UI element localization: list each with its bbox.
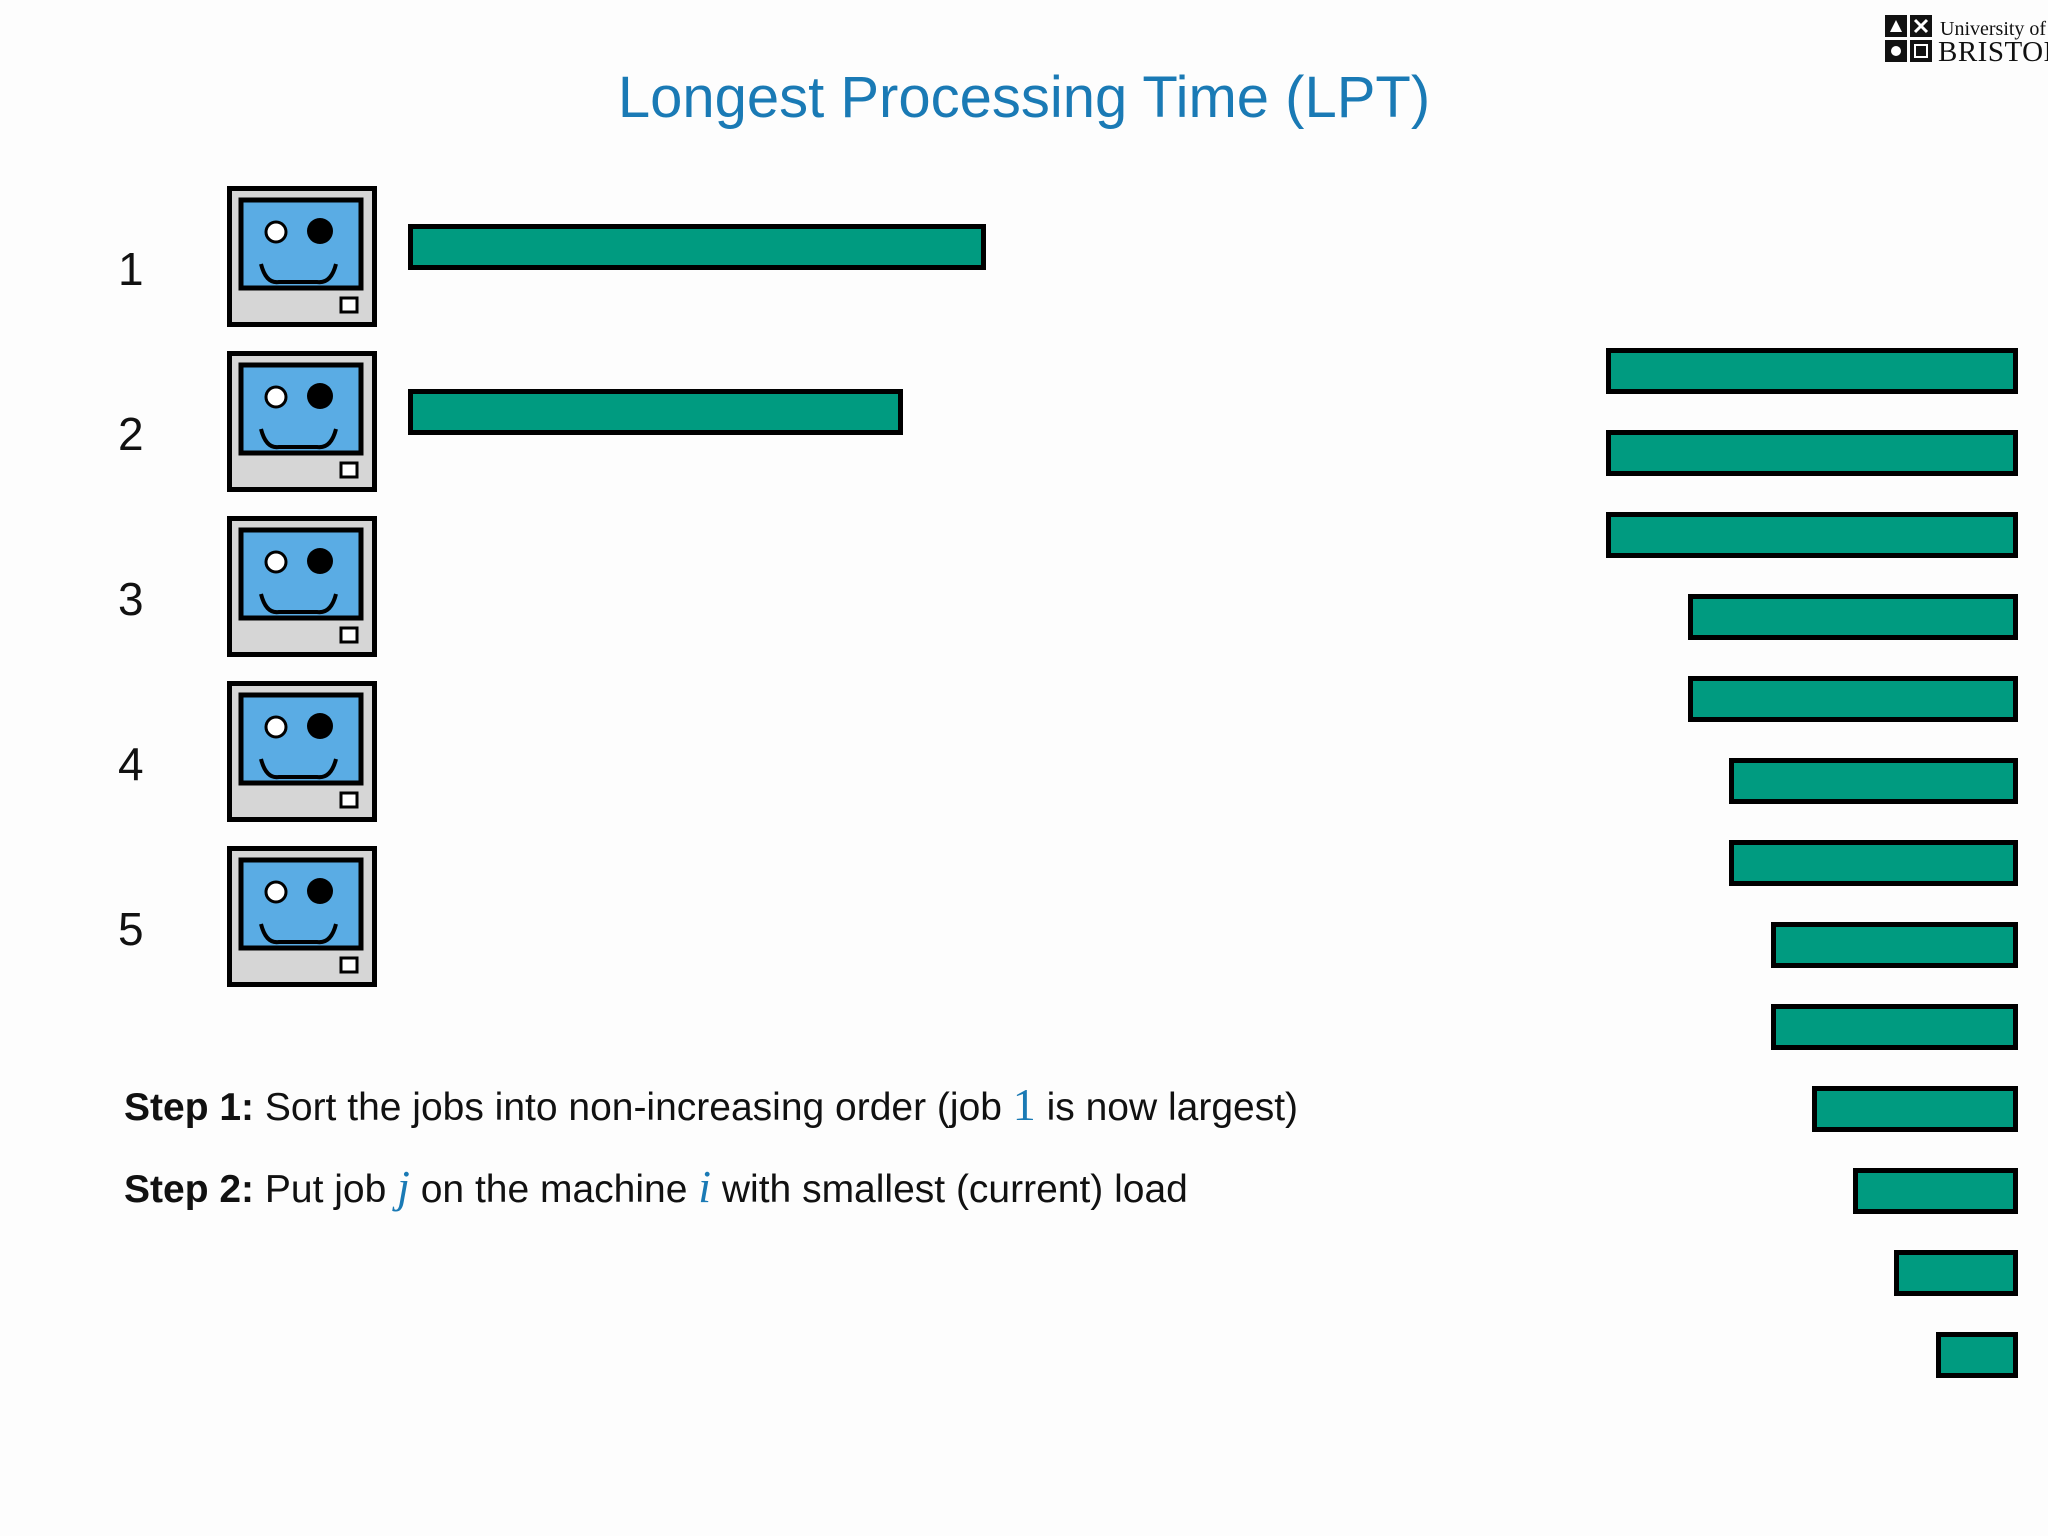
queued-job-bar: [1688, 594, 2018, 640]
queued-job-bar: [1770, 922, 2018, 968]
machine-label-5: 5: [118, 903, 144, 955]
machine-label-4: 4: [118, 738, 144, 790]
step-2-label: Step 2:: [124, 1168, 255, 1211]
queued-job-bar: [1605, 430, 2018, 476]
step-1-label: Step 1:: [124, 1086, 255, 1129]
queued-job-bar: [1729, 758, 2018, 804]
queued-job-bar: [1811, 1086, 2018, 1132]
step-2-text-c: with smallest (current) load: [711, 1168, 1188, 1211]
assigned-job-bar-2: [408, 389, 903, 435]
queued-job-bar: [1688, 676, 2018, 722]
step-1-text-b: is now largest): [1035, 1086, 1299, 1129]
machine-label-3: 3: [118, 573, 144, 625]
queued-job-bar: [1894, 1250, 2018, 1296]
queued-job-bar: [1935, 1332, 2018, 1378]
computer-smiley-icon: [227, 516, 377, 657]
computer-smiley-icon: [227, 186, 377, 327]
step-2-text-a: Put job: [254, 1168, 398, 1211]
computer-smiley-icon: [227, 681, 377, 822]
machine-label-2: 2: [118, 408, 144, 460]
queued-job-bar: [1605, 348, 2018, 394]
step-1-text-a: Sort the jobs into non-increasing order …: [254, 1086, 1013, 1129]
university-logo: University of BRISTOL: [1884, 14, 2048, 68]
computer-smiley-icon: [227, 846, 377, 987]
queued-job-bar: [1605, 512, 2018, 558]
step-2-text-b: on the machine: [409, 1168, 699, 1211]
step-1-var: 1: [1012, 1079, 1036, 1130]
computer-smiley-icon: [227, 351, 377, 492]
step-2-var-i: i: [698, 1161, 712, 1212]
crest-icon: [1885, 15, 1932, 62]
queued-job-bar: [1770, 1004, 2018, 1050]
logo-text-line2: BRISTOL: [1938, 36, 2048, 68]
slide-title: Longest Processing Time (LPT): [617, 65, 1431, 130]
step-1: Step 1: Sort the jobs into non-increasin…: [124, 1078, 1298, 1131]
queued-job-bar: [1729, 840, 2018, 886]
logo-text-line1: University of: [1940, 18, 2047, 40]
machine-label-1: 1: [118, 243, 144, 295]
assigned-job-bar-1: [408, 224, 986, 270]
step-2-var-j: j: [397, 1161, 410, 1212]
step-2: Step 2: Put job j on the machine i with …: [124, 1160, 1188, 1213]
queued-job-bar: [1853, 1168, 2018, 1214]
